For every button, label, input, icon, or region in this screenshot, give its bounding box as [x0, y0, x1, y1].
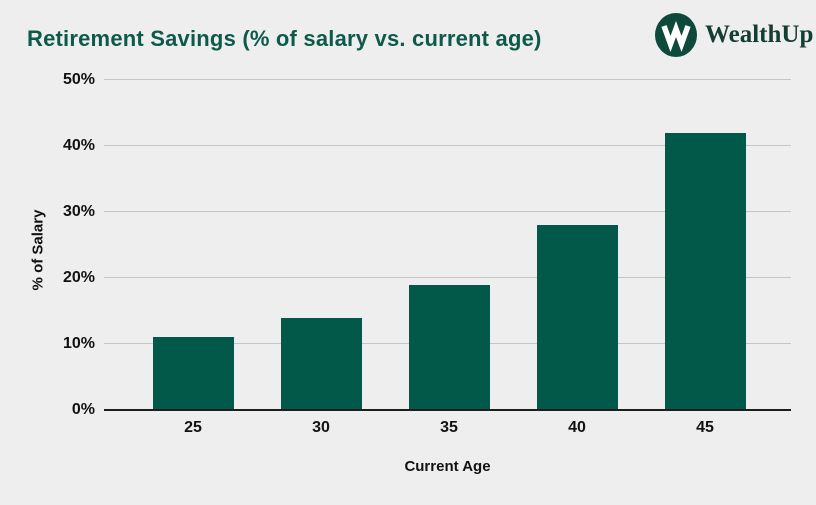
gridline: [104, 211, 791, 212]
y-tick-label: 40%: [62, 137, 95, 154]
bar-slot: 40: [513, 80, 641, 436]
y-tick-label: 20%: [62, 269, 95, 286]
chart-title: Retirement Savings (% of salary vs. curr…: [27, 26, 542, 51]
x-tick-label: 25: [184, 419, 202, 436]
gridline: [104, 277, 791, 278]
x-tick-label: 30: [312, 419, 330, 436]
bar-slot: 45: [641, 80, 769, 436]
bar-chart-plot-area: 0% 10% 20% 30% 40% 50% 25 30 35 40 45: [63, 71, 791, 436]
y-tick-label: 0%: [71, 401, 95, 418]
bar-age-30: [280, 317, 362, 410]
x-axis-line: [104, 409, 791, 411]
brand-logo: WealthUp: [654, 12, 813, 58]
bar-slot: 35: [385, 80, 513, 436]
x-tick-label: 35: [440, 419, 458, 436]
wealthup-logo-icon: [654, 12, 698, 58]
bars-container: 25 30 35 40 45: [129, 80, 769, 436]
y-tick-label: 30%: [62, 203, 95, 220]
x-tick-label: 45: [696, 419, 714, 436]
bar-age-40: [536, 225, 618, 410]
y-axis-title: % of Salary: [29, 209, 47, 291]
bar-age-25: [152, 337, 234, 410]
bar-age-35: [408, 284, 490, 410]
bar-slot: 25: [129, 80, 257, 436]
x-axis-title: Current Age: [404, 458, 491, 475]
gridline: [104, 79, 791, 80]
y-tick-label: 50%: [62, 71, 95, 88]
bar-age-45: [664, 132, 746, 410]
gridline: [104, 145, 791, 146]
bar-slot: 30: [257, 80, 385, 436]
x-tick-label: 40: [568, 419, 586, 436]
y-tick-label: 10%: [62, 335, 95, 352]
brand-name: WealthUp: [705, 21, 814, 48]
